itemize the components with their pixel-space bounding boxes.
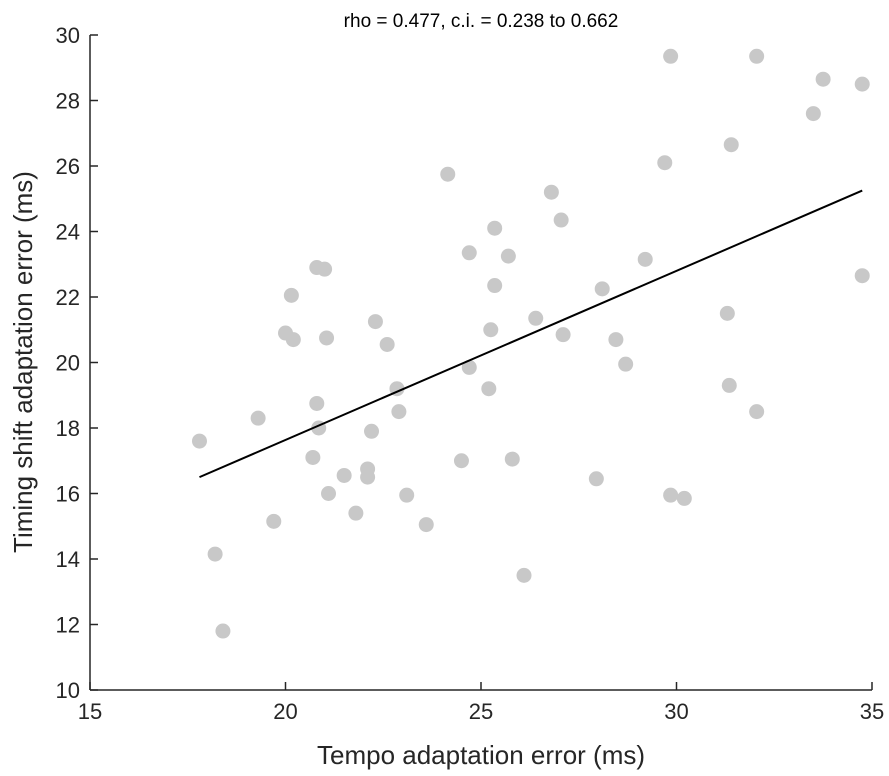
data-point-17 <box>348 505 364 521</box>
axes: 15 20 25 30 35 10 12 14 16 18 20 22 24 26 28 30 <box>56 23 885 724</box>
data-point-49 <box>663 48 679 64</box>
data-point-34 <box>487 220 503 236</box>
data-point-4 <box>250 410 266 426</box>
data-point-47 <box>657 155 673 171</box>
x-tick-label-5: 35 <box>860 699 884 724</box>
data-point-28 <box>453 453 469 469</box>
x-axis-title: Tempo adaptation error (ms) <box>317 740 645 770</box>
data-point-51 <box>719 305 735 321</box>
data-point-1 <box>191 433 207 449</box>
data-point-21 <box>367 314 383 330</box>
data-point-38 <box>528 310 544 326</box>
data-point-40 <box>553 212 569 228</box>
y-tick-label-7: 22 <box>56 285 80 310</box>
data-point-42 <box>588 471 604 487</box>
data-point-52 <box>721 377 737 393</box>
data-point-43 <box>594 281 610 297</box>
data-point-20 <box>364 423 380 439</box>
data-point-48 <box>663 487 679 503</box>
data-point-45 <box>618 356 634 372</box>
data-point-27 <box>440 166 456 182</box>
y-tick-label-8: 24 <box>56 220 80 245</box>
data-point-41 <box>555 327 571 343</box>
data-point-14 <box>319 330 335 346</box>
data-point-32 <box>483 322 499 338</box>
x-tick-label-2: 20 <box>273 699 297 724</box>
data-point-24 <box>391 404 407 420</box>
y-tick-label-11: 30 <box>56 23 80 48</box>
data-point-15 <box>321 486 337 501</box>
data-point-3 <box>215 623 231 639</box>
data-point-2 <box>207 546 223 562</box>
x-tick-label-4: 30 <box>664 699 688 724</box>
data-point-55 <box>749 48 765 64</box>
data-point-54 <box>749 404 765 420</box>
data-point-39 <box>543 184 559 200</box>
data-point-7 <box>283 287 299 303</box>
data-point-31 <box>481 381 497 397</box>
data-point-35 <box>500 248 516 264</box>
data-point-46 <box>637 251 653 267</box>
y-tick-label-6: 20 <box>56 351 80 376</box>
data-point-9 <box>305 449 321 465</box>
y-tick-label-9: 26 <box>56 154 80 179</box>
data-point-58 <box>854 76 870 92</box>
data-point-10 <box>309 395 325 411</box>
fit-line-layer <box>199 189 863 479</box>
data-point-36 <box>504 451 520 467</box>
x-tick-label-1: 15 <box>78 699 102 724</box>
y-tick-label-1: 10 <box>56 678 80 703</box>
y-axis-title: Timing shift adaptation error (ms) <box>8 171 38 553</box>
data-point-26 <box>418 517 434 533</box>
data-point-30 <box>461 359 477 375</box>
data-point-19 <box>360 469 376 485</box>
data-point-8 <box>285 332 301 348</box>
data-point-22 <box>379 336 395 352</box>
data-point-16 <box>336 467 352 483</box>
fit-line <box>199 189 863 479</box>
y-tick-label-4: 16 <box>56 482 80 507</box>
data-point-37 <box>516 567 532 583</box>
data-point-25 <box>399 487 415 503</box>
data-point-59 <box>854 268 870 284</box>
y-tick-label-2: 12 <box>56 613 80 638</box>
data-point-13 <box>317 261 333 277</box>
data-point-29 <box>461 245 477 261</box>
y-tick-label-3: 14 <box>56 547 80 572</box>
data-point-53 <box>723 137 739 153</box>
data-point-33 <box>487 278 503 294</box>
data-points <box>191 48 870 639</box>
data-point-44 <box>608 332 624 348</box>
y-tick-label-10: 28 <box>56 89 80 114</box>
chart-title: rho = 0.477, c.i. = 0.238 to 0.662 <box>344 11 619 32</box>
data-point-5 <box>266 513 282 529</box>
data-point-57 <box>815 71 831 87</box>
data-point-56 <box>805 106 821 122</box>
x-tick-label-3: 25 <box>469 699 493 724</box>
y-tick-label-5: 18 <box>56 416 80 441</box>
data-point-50 <box>676 490 692 506</box>
